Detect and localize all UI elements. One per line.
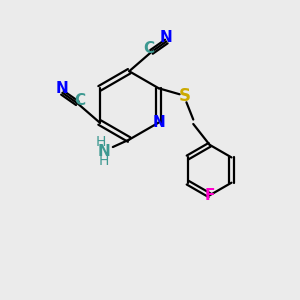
Text: C: C [74,93,85,108]
Text: N: N [152,115,165,130]
Text: F: F [204,188,215,203]
Text: N: N [160,30,173,45]
Text: H: H [96,135,106,149]
Text: N: N [98,144,110,159]
Text: S: S [179,87,191,105]
Text: N: N [56,81,69,96]
Text: H: H [99,154,109,168]
Text: C: C [143,41,155,56]
